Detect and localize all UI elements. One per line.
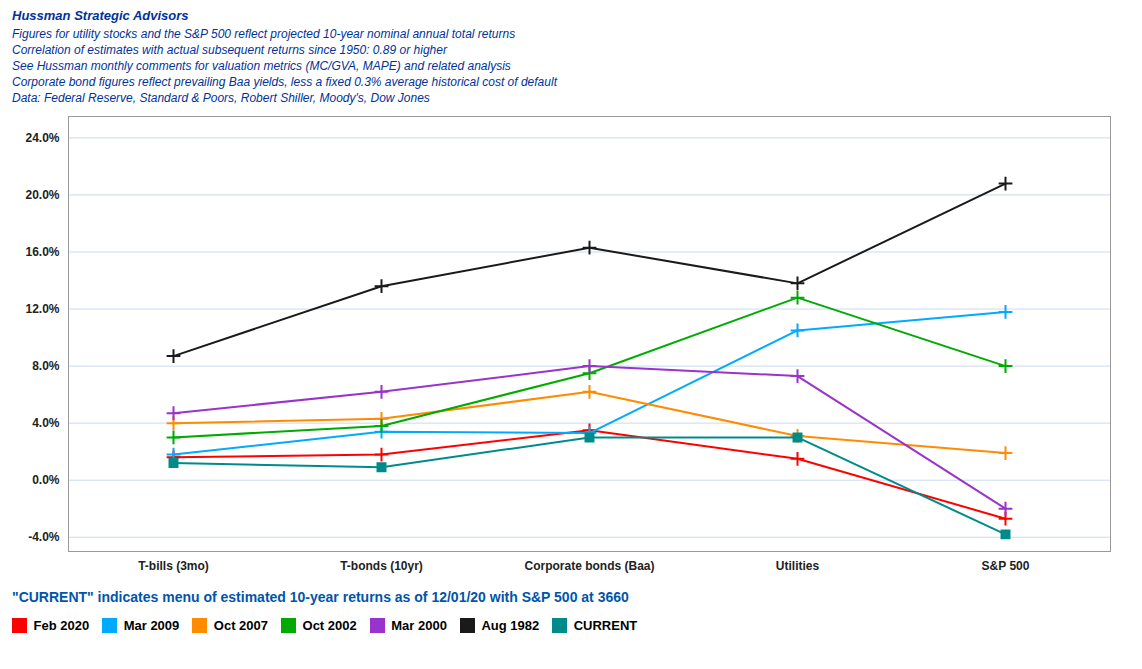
svg-text:8.0%: 8.0% [32, 359, 60, 373]
svg-text:T-bills (3mo): T-bills (3mo) [138, 559, 209, 573]
html-text:Hussman Strategic Advisors: Hussman Strategic Advisors [12, 8, 189, 23]
html-text:Feb 2020: Feb 2020 [33, 618, 90, 633]
svg-text:12.0%: 12.0% [25, 302, 59, 316]
svg-text:20.0%: 20.0% [25, 188, 59, 202]
html-text:Mar 2009: Mar 2009 [123, 618, 180, 633]
svg-text:0.0%: 0.0% [32, 473, 60, 487]
html-text:Mar 2000: Mar 2000 [391, 618, 447, 633]
svg-text:16.0%: 16.0% [25, 245, 59, 259]
svg-text:Utilities: Utilities [776, 559, 820, 573]
html-text:Oct 2007: Oct 2007 [213, 618, 268, 633]
html-text:Figures for utility stocks and: Figures for utility stocks and the S&P 5… [12, 27, 516, 41]
html-text:Oct 2002: Oct 2002 [302, 618, 357, 633]
svg-text:T-bonds (10yr): T-bonds (10yr) [340, 559, 423, 573]
svg-text:24.0%: 24.0% [25, 131, 59, 145]
svg-text:S&P 500: S&P 500 [982, 559, 1030, 573]
html-text:See Hussman monthly comments f: See Hussman monthly comments for valuati… [12, 59, 511, 73]
svg-text:4.0%: 4.0% [32, 416, 60, 430]
html-text:Corporate bond figures reflect: Corporate bond figures reflect prevailin… [12, 75, 557, 89]
html-text:Data: Federal Reserve, Standar: Data: Federal Reserve, Standard & Poors,… [12, 91, 430, 105]
svg-text:Corporate bonds (Baa): Corporate bonds (Baa) [524, 559, 654, 573]
svg-text:-4.0%: -4.0% [28, 530, 60, 544]
html-text:"CURRENT" indicates menu of es: "CURRENT" indicates menu of estimated 10… [12, 589, 629, 605]
html-text:Aug 1982: Aug 1982 [481, 618, 540, 633]
html-text:Correlation of estimates with: Correlation of estimates with actual sub… [12, 43, 447, 57]
html-text:CURRENT: CURRENT [573, 618, 638, 633]
